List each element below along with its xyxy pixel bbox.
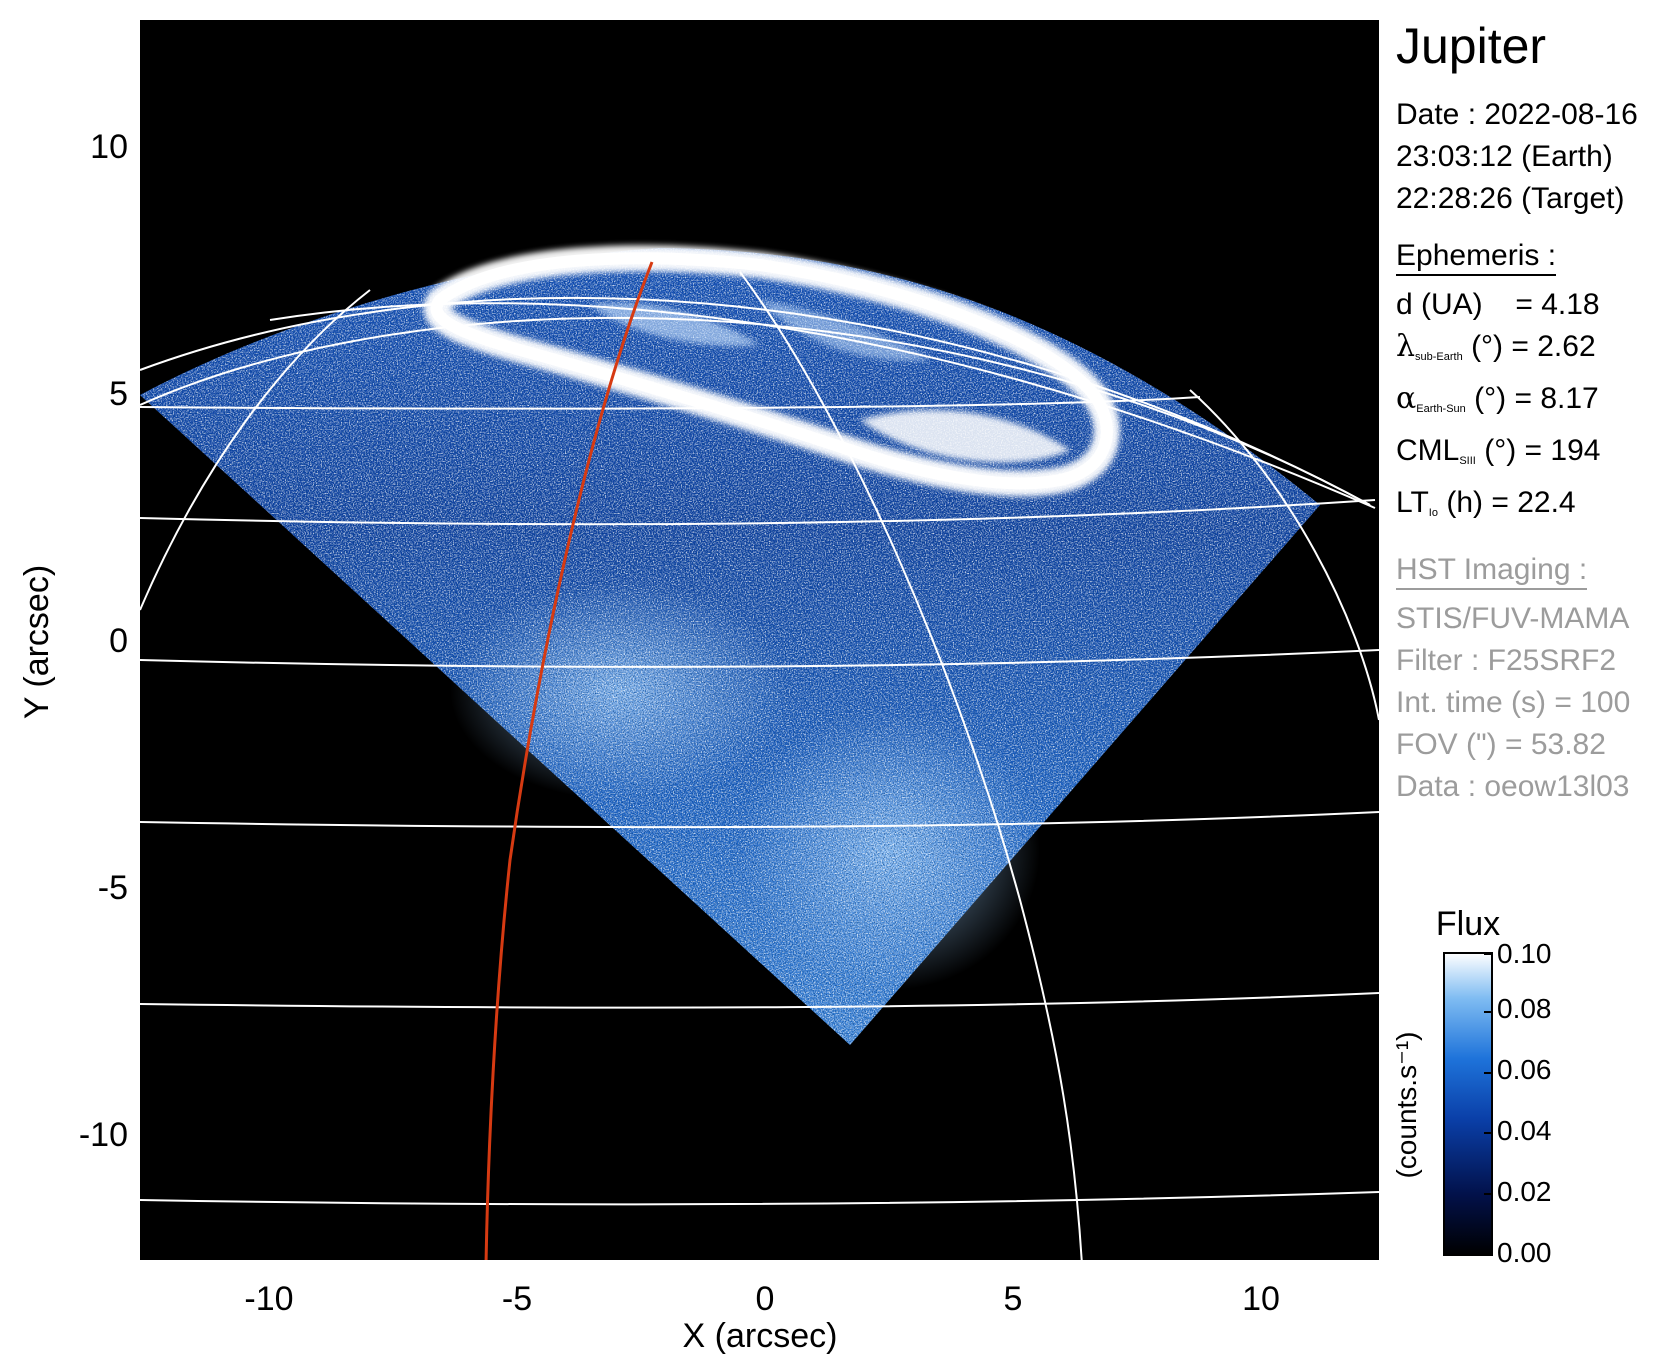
x-tick-label: -5	[502, 1280, 532, 1318]
x-tick-label: 0	[756, 1280, 775, 1318]
y-tick-label: 0	[109, 622, 128, 660]
central-meridian-line	[484, 261, 654, 1260]
x-axis-title: X (arcsec)	[683, 1317, 838, 1355]
colorbar-tick: 0.06	[1497, 1054, 1552, 1085]
filter-line: Filter : F25SRF2	[1396, 644, 1617, 677]
fov-line: FOV (") = 53.82	[1396, 728, 1606, 761]
y-tick-label: 10	[90, 128, 128, 166]
lambda-symbol: λ	[1396, 329, 1416, 364]
hst-imaging-block: HST Imaging : STIS/FUV-MAMA Filter : F25…	[1396, 534, 1672, 808]
longitude-grid	[140, 271, 1379, 1260]
info-panel: Jupiter Date : 2022-08-16 23:03:12 (Eart…	[1396, 14, 1672, 808]
x-tick-label: -10	[244, 1280, 293, 1318]
sub-earth-unit: (°)	[1471, 330, 1504, 363]
distance-label: d (UA)	[1396, 288, 1483, 321]
siii-subscript: SIII	[1459, 455, 1476, 467]
colorbar-tick: 0.10	[1497, 938, 1552, 969]
x-tick-label: 5	[1004, 1280, 1023, 1318]
sub-earth-latitude-row: λsub-Earth (°) = 2.62	[1396, 326, 1672, 378]
date-line: Date : 2022-08-16	[1396, 98, 1638, 131]
sub-earth-value: = 2.62	[1511, 330, 1596, 363]
phase-angle-unit: (°)	[1474, 382, 1507, 415]
planet-title: Jupiter	[1396, 18, 1547, 74]
cml-unit: (°)	[1484, 434, 1517, 467]
hst-imaging-heading: HST Imaging :	[1396, 552, 1588, 590]
io-local-time-value: = 22.4	[1491, 486, 1576, 519]
colorbar-tick: 0.00	[1497, 1237, 1552, 1268]
colorbar-tick: 0.08	[1497, 993, 1552, 1024]
cml-value: = 194	[1524, 434, 1601, 467]
instrument-line: STIS/FUV-MAMA	[1396, 602, 1630, 635]
cml-row: CMLSIII (°) = 194	[1396, 430, 1672, 482]
colorbar-title: Flux	[1436, 905, 1500, 943]
io-local-time-unit: (h)	[1446, 486, 1483, 519]
integration-time-line: Int. time (s) = 100	[1396, 686, 1631, 719]
sub-earth-subscript: sub-Earth	[1415, 351, 1463, 363]
distance-value: = 4.18	[1515, 288, 1600, 321]
colorbar-tick: 0.02	[1497, 1176, 1552, 1207]
alpha-symbol: α	[1396, 381, 1417, 416]
colorbar-tick: 0.04	[1497, 1115, 1552, 1146]
ephemeris-heading: Ephemeris :	[1396, 238, 1557, 276]
colorbar: Flux 0.00 0.02 0.04 0.06 0.08 0.10 (coun…	[1391, 905, 1552, 1268]
colorbar-unit-label: (counts.s⁻¹)	[1391, 1031, 1422, 1178]
axes: -10 -5 0 5 10 10 5 0 -5 -10 X (arcsec) Y…	[18, 128, 1280, 1355]
phase-angle-row: αEarth-Sun (°) = 8.17	[1396, 378, 1672, 430]
latitude-grid	[140, 296, 1379, 1206]
dataset-line: Data : oeow13l03	[1396, 770, 1630, 803]
x-tick-label: 10	[1242, 1280, 1280, 1318]
io-subscript: Io	[1428, 507, 1438, 519]
io-local-time-row: LTIo (h) = 22.4	[1396, 482, 1672, 534]
phase-angle-value: = 8.17	[1514, 382, 1599, 415]
lt-symbol: LT	[1396, 486, 1429, 519]
earth-sun-subscript: Earth-Sun	[1416, 403, 1466, 415]
y-tick-label: -10	[79, 1116, 128, 1154]
earth-time-line: 23:03:12 (Earth)	[1396, 140, 1613, 173]
colorbar-gradient	[1443, 952, 1493, 1256]
y-tick-label: -5	[98, 869, 128, 907]
cml-symbol: CML	[1396, 434, 1460, 467]
y-axis-title: Y (arcsec)	[18, 565, 56, 719]
distance-row: d (UA) = 4.18	[1396, 284, 1672, 326]
y-tick-label: 5	[109, 375, 128, 413]
target-time-line: 22:28:26 (Target)	[1396, 182, 1625, 215]
